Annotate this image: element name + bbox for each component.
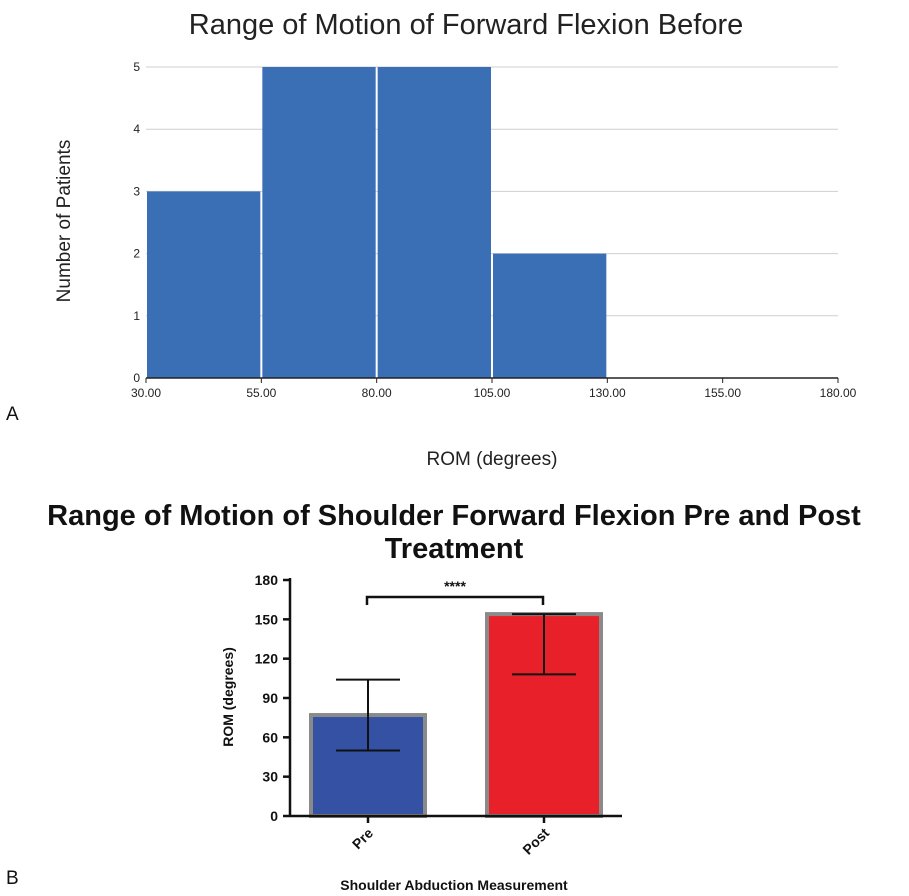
histogram-x-tick-label: 30.00 [131,386,161,400]
histogram-bars [147,67,607,378]
bar-chart-title-line-2: Treatment [385,533,524,565]
bar-chart-y-tick-label: 0 [270,808,278,824]
bar-chart-x-tick-label: Post [519,825,552,858]
histogram-y-axis-label: Number of Patients [54,140,75,303]
panel-label-a: A [6,404,19,425]
panel-label-b: B [6,868,19,889]
bar-chart-panel-b: Range of Motion of Shoulder Forward Flex… [6,500,861,893]
bar-chart-error-bars [336,613,576,752]
bar-chart-y-tick-label: 60 [262,729,278,745]
histogram-x-tick-label: 105.00 [474,386,511,400]
histogram-gridlines [146,66,838,317]
bar-chart-title-line-1: Range of Motion of Shoulder Forward Flex… [47,500,861,532]
histogram-bar [493,253,607,378]
significance-stars: **** [444,578,466,594]
bar-chart-y-tick-label: 30 [262,769,278,785]
histogram-bar [262,67,376,378]
bar-chart-y-axis-label: ROM (degrees) [220,647,236,747]
histogram-y-tick-label: 2 [133,247,140,261]
histogram-bar [147,191,261,378]
bar-chart-y-tick-label: 90 [262,690,278,706]
histogram-x-tick-label: 155.00 [704,386,741,400]
bar-chart-x-tick-label: Pre [349,825,376,852]
histogram-y-ticks: 0 1 2 3 4 5 [133,60,140,385]
bar-chart-bars [309,612,603,818]
histogram-x-tick-label: 55.00 [246,386,276,400]
histogram-bar [377,67,491,378]
histogram-title: Range of Motion of Forward Flexion Befor… [189,9,744,41]
histogram-y-tick-label: 0 [133,371,140,385]
histogram-y-tick-label: 4 [133,122,140,136]
bar-chart-y-ticks: 0 30 60 90 120 150 180 [255,572,290,824]
bar-chart-x-ticks: Pre Post [349,816,552,858]
histogram-y-tick-label: 1 [133,309,140,323]
significance-bracket: **** [365,578,545,605]
histogram-panel-a: Range of Motion of Forward Flexion Befor… [6,9,857,470]
histogram-y-tick-label: 5 [133,60,140,74]
histogram-x-tick-label: 180.00 [820,386,857,400]
significance-bracket-line [365,595,545,605]
histogram-x-tick-label: 80.00 [362,386,392,400]
bar-pre [309,713,427,818]
histogram-y-tick-label: 3 [133,184,140,198]
histogram-x-tick-label: 130.00 [589,386,626,400]
bar-chart-x-axis-label: Shoulder Abduction Measurement [340,877,568,893]
bar-chart-y-tick-label: 120 [255,651,279,667]
histogram-x-axis-label: ROM (degrees) [427,449,558,470]
bar-chart-y-tick-label: 150 [255,611,279,627]
histogram-x-ticks: 30.00 55.00 80.00 105.00 130.00 155.00 180.00 [131,378,857,400]
bar-chart-y-tick-label: 180 [255,572,279,588]
